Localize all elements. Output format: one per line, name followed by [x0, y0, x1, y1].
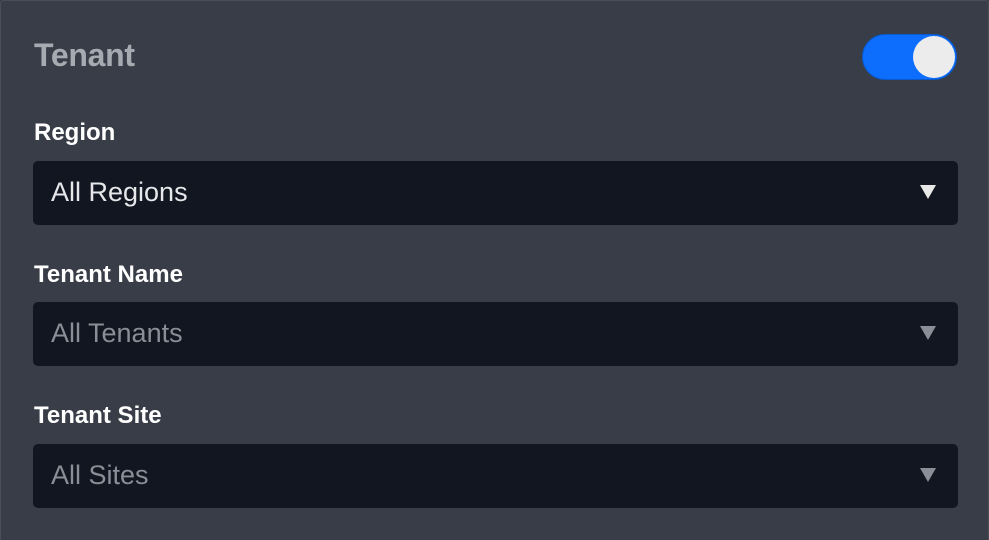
tenant-name-label: Tenant Name — [34, 261, 183, 288]
region-select[interactable]: All Regions — [33, 161, 958, 225]
tenant-name-select-value: All Tenants — [51, 318, 183, 348]
tenant-name-select[interactable]: All Tenants — [33, 302, 958, 366]
panel-title: Tenant — [34, 37, 135, 73]
tenant-site-select-value: All Sites — [51, 460, 149, 490]
chevron-down-icon — [920, 185, 936, 199]
region-select-value: All Regions — [51, 177, 188, 207]
tenant-site-label: Tenant Site — [34, 402, 162, 429]
tenant-site-select[interactable]: All Sites — [33, 444, 958, 508]
chevron-down-icon — [920, 468, 936, 482]
chevron-down-icon — [920, 326, 936, 340]
toggle-knob — [913, 36, 955, 78]
region-label: Region — [34, 119, 116, 146]
tenant-toggle[interactable] — [862, 34, 957, 80]
